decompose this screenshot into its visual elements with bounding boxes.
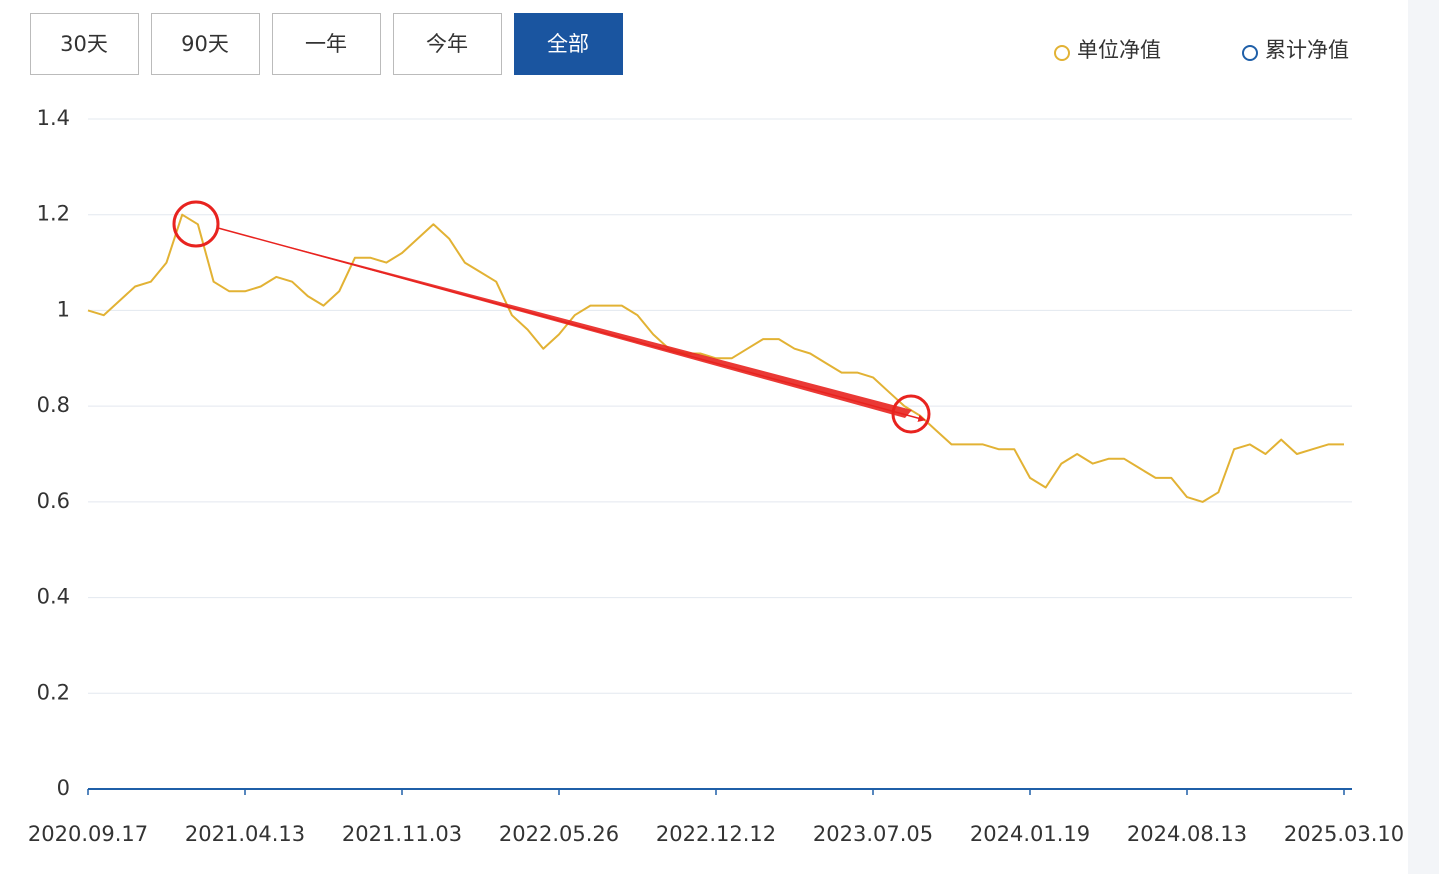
range-button[interactable] (514, 13, 623, 75)
legend-marker[interactable] (1054, 45, 1070, 61)
x-tick-label: 2024.08.13 (1127, 822, 1247, 846)
y-tick-label: 0.4 (37, 585, 70, 609)
range-button-label[interactable]: 90天 (181, 32, 229, 56)
y-tick-label: 1.4 (37, 106, 70, 130)
x-tick-label: 2021.04.13 (185, 822, 305, 846)
x-tick-label: 2022.05.26 (499, 822, 619, 846)
y-tick-label: 0.8 (37, 393, 70, 417)
y-tick-label: 0 (57, 776, 70, 800)
range-button[interactable] (393, 13, 502, 75)
side-panel (1408, 0, 1439, 874)
x-tick-label: 2025.03.10 (1284, 822, 1404, 846)
x-tick-label: 2020.09.17 (28, 822, 148, 846)
range-button[interactable] (30, 13, 139, 75)
y-tick-label: 0.6 (37, 489, 70, 513)
y-tick-label: 1 (57, 297, 70, 321)
y-tick-label: 1.2 (37, 202, 70, 226)
range-button-label[interactable]: 一年 (305, 32, 347, 56)
highlight-circle (172, 200, 220, 248)
x-tick-label: 2024.01.19 (970, 822, 1090, 846)
range-button-label[interactable]: 30天 (60, 32, 108, 56)
series-line (87, 213, 1344, 503)
legend-marker[interactable] (1242, 45, 1258, 61)
range-button[interactable] (272, 13, 381, 75)
x-tick-label: 2022.12.12 (656, 822, 776, 846)
range-button[interactable] (151, 13, 260, 75)
legend-label[interactable]: 单位净值 (1077, 38, 1161, 62)
x-tick-label: 2023.07.05 (813, 822, 933, 846)
y-tick-label: 0.2 (37, 680, 70, 704)
arrow (217, 227, 926, 422)
range-button-label[interactable]: 今年 (426, 32, 468, 56)
range-button-label[interactable]: 全部 (547, 32, 589, 56)
x-tick-label: 2021.11.03 (342, 822, 462, 846)
annotation (172, 200, 931, 434)
legend-label[interactable]: 累计净值 (1265, 38, 1349, 62)
